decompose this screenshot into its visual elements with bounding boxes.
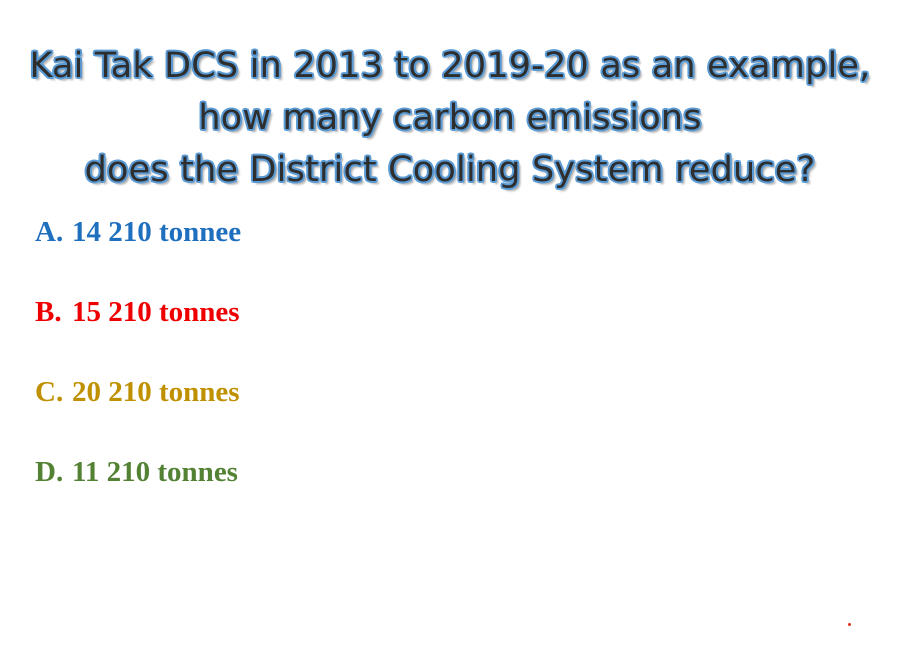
- option-a-letter: A.: [35, 216, 64, 248]
- option-a-text: 14 210 tonnee: [72, 216, 242, 248]
- option-c[interactable]: C. 20 210 tonnes: [35, 372, 635, 452]
- option-d-text: 11 210 tonnes: [72, 456, 238, 488]
- option-c-text: 20 210 tonnes: [72, 376, 240, 408]
- option-d-letter: D.: [35, 456, 64, 488]
- decorative-dot: [848, 623, 851, 626]
- question-line-1: Kai Tak DCS in 2013 to 2019-20 as an exa…: [29, 46, 871, 86]
- question-line-3: does the District Cooling System reduce?: [84, 150, 816, 190]
- option-b[interactable]: B. 15 210 tonnes: [35, 292, 635, 372]
- option-a[interactable]: A. 14 210 tonnee: [35, 212, 635, 292]
- option-b-letter: B.: [35, 296, 62, 328]
- option-b-text: 15 210 tonnes: [72, 296, 240, 328]
- option-d[interactable]: D. 11 210 tonnes: [35, 452, 635, 532]
- answer-options: A. 14 210 tonnee B. 15 210 tonnes C. 20 210…: [35, 212, 635, 532]
- question-heading: Kai Tak DCS in 2013 to 2019-20 as an exa…: [0, 40, 900, 196]
- option-c-letter: C.: [35, 376, 64, 408]
- question-line-2: how many carbon emissions: [198, 98, 702, 138]
